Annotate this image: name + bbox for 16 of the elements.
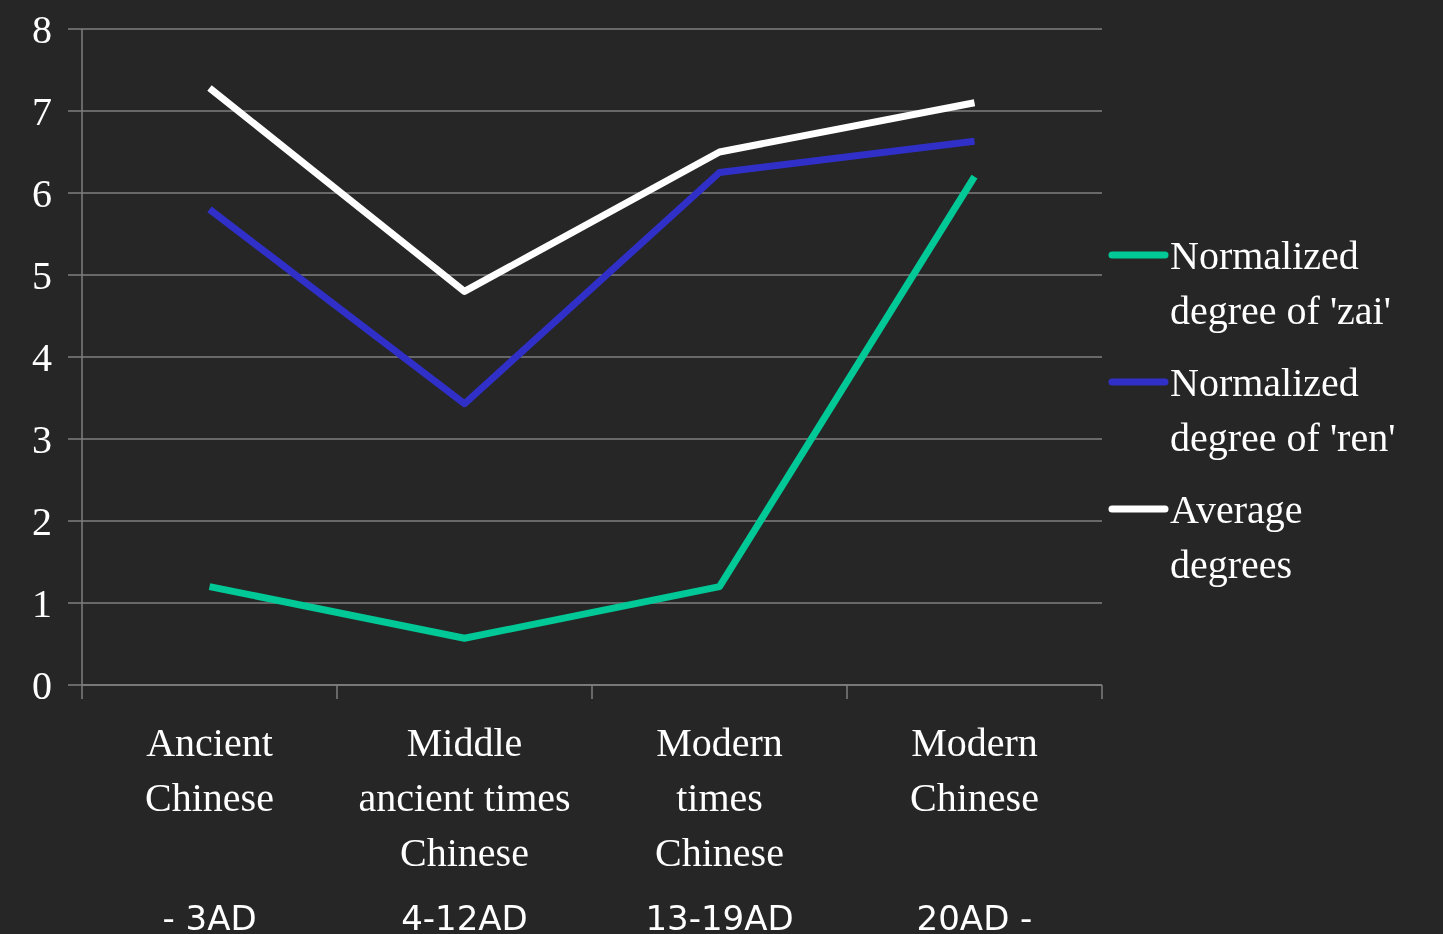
x-tick-label: Modern times Chinese 13-19AD (645, 720, 794, 934)
y-tick-label: 5 (32, 253, 52, 298)
category-label: Ancient Chinese - 3AD (145, 720, 274, 934)
category-label: Modern Chinese 20AD - (910, 720, 1039, 934)
legend-label: Average degrees (1170, 487, 1303, 587)
y-tick-label: 2 (32, 499, 52, 544)
legend-label: Normalized degree of 'ren' (1170, 360, 1396, 460)
y-tick-label: 3 (32, 417, 52, 462)
legend-label: Normalized degree of 'zai' (1170, 233, 1391, 333)
y-tick-label: 4 (32, 335, 52, 380)
x-tick-label: Middle ancient times Chinese 4-12AD (358, 720, 571, 934)
y-tick-label: 0 (32, 663, 52, 708)
y-tick-label: 1 (32, 581, 52, 626)
y-tick-label: 6 (32, 171, 52, 216)
y-tick-label: 8 (32, 7, 52, 52)
y-tick-label: 7 (32, 89, 52, 134)
